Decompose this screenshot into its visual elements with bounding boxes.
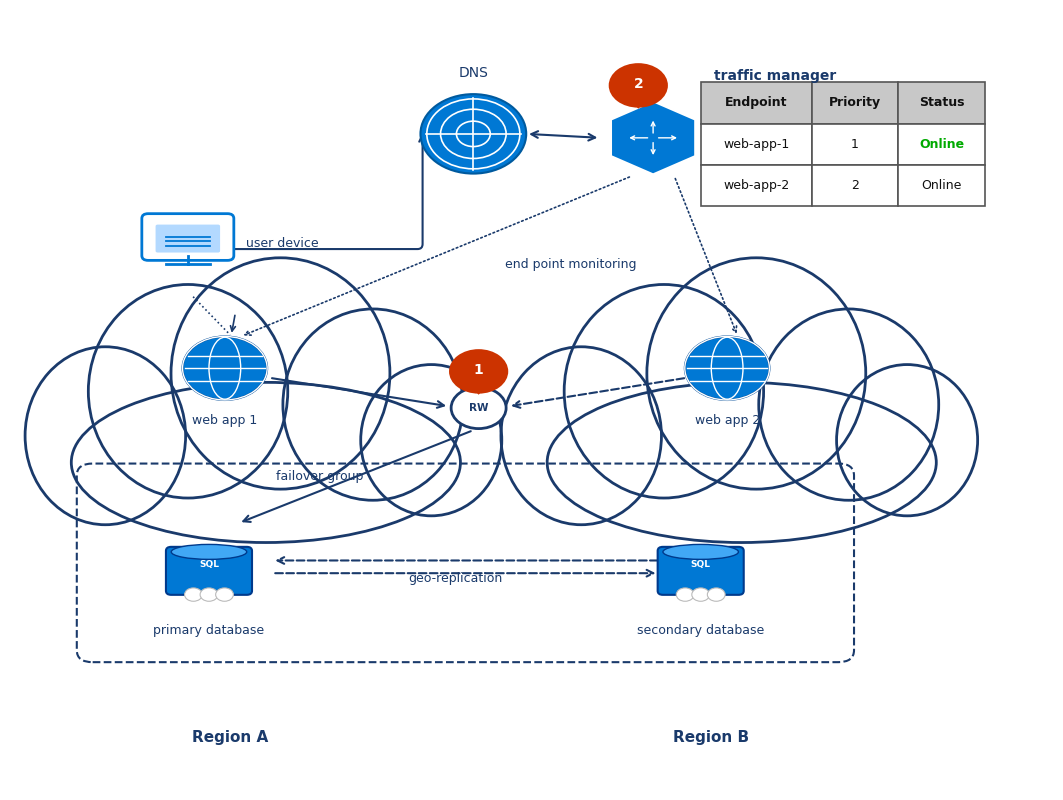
Text: Online: Online bbox=[919, 138, 964, 150]
FancyBboxPatch shape bbox=[812, 165, 898, 206]
Ellipse shape bbox=[655, 266, 858, 481]
Ellipse shape bbox=[564, 285, 763, 498]
Text: web-app-2: web-app-2 bbox=[723, 179, 790, 192]
FancyBboxPatch shape bbox=[141, 214, 234, 260]
Circle shape bbox=[707, 588, 725, 602]
Ellipse shape bbox=[84, 394, 449, 531]
Ellipse shape bbox=[31, 354, 180, 518]
Text: traffic manager: traffic manager bbox=[714, 69, 837, 83]
FancyBboxPatch shape bbox=[898, 82, 985, 123]
Circle shape bbox=[609, 63, 668, 108]
Circle shape bbox=[676, 588, 694, 602]
Ellipse shape bbox=[663, 545, 739, 559]
Text: SQL: SQL bbox=[691, 560, 711, 569]
Text: failover group: failover group bbox=[276, 470, 364, 483]
Ellipse shape bbox=[289, 316, 456, 493]
Circle shape bbox=[449, 349, 508, 394]
FancyBboxPatch shape bbox=[155, 225, 220, 253]
Ellipse shape bbox=[180, 266, 382, 481]
Text: Priority: Priority bbox=[829, 96, 881, 110]
Circle shape bbox=[216, 588, 234, 602]
Ellipse shape bbox=[507, 354, 656, 518]
FancyBboxPatch shape bbox=[166, 547, 252, 595]
Ellipse shape bbox=[171, 258, 390, 489]
Circle shape bbox=[685, 337, 770, 400]
Text: Online: Online bbox=[922, 179, 962, 192]
Circle shape bbox=[183, 337, 267, 400]
Circle shape bbox=[451, 387, 506, 429]
Ellipse shape bbox=[360, 365, 502, 516]
Ellipse shape bbox=[559, 394, 924, 531]
Text: web-app-1: web-app-1 bbox=[723, 138, 790, 150]
Circle shape bbox=[692, 588, 710, 602]
Ellipse shape bbox=[572, 293, 756, 490]
Text: SQL: SQL bbox=[199, 560, 219, 569]
FancyBboxPatch shape bbox=[701, 123, 812, 165]
FancyBboxPatch shape bbox=[701, 165, 812, 206]
FancyBboxPatch shape bbox=[812, 82, 898, 123]
Polygon shape bbox=[457, 371, 500, 394]
Ellipse shape bbox=[547, 382, 937, 542]
Circle shape bbox=[421, 94, 526, 174]
Polygon shape bbox=[611, 102, 695, 174]
Text: primary database: primary database bbox=[153, 624, 265, 637]
Text: Region A: Region A bbox=[192, 730, 268, 745]
Text: web app 2: web app 2 bbox=[694, 414, 760, 427]
Ellipse shape bbox=[647, 258, 865, 489]
Text: Endpoint: Endpoint bbox=[725, 96, 788, 110]
FancyBboxPatch shape bbox=[658, 547, 744, 595]
Text: end point monitoring: end point monitoring bbox=[505, 258, 637, 271]
Ellipse shape bbox=[501, 346, 661, 525]
Text: Region B: Region B bbox=[673, 730, 749, 745]
Text: 1: 1 bbox=[474, 363, 484, 378]
Ellipse shape bbox=[88, 285, 288, 498]
Ellipse shape bbox=[759, 309, 939, 500]
Text: RW: RW bbox=[469, 403, 488, 413]
Ellipse shape bbox=[765, 316, 932, 493]
Ellipse shape bbox=[366, 370, 496, 510]
FancyBboxPatch shape bbox=[701, 82, 812, 123]
Ellipse shape bbox=[837, 365, 978, 516]
Ellipse shape bbox=[26, 346, 186, 525]
Ellipse shape bbox=[842, 370, 973, 510]
Circle shape bbox=[185, 588, 202, 602]
FancyBboxPatch shape bbox=[898, 123, 985, 165]
Circle shape bbox=[200, 588, 218, 602]
Text: web app 1: web app 1 bbox=[192, 414, 257, 427]
Text: 1: 1 bbox=[851, 138, 859, 150]
Text: Status: Status bbox=[919, 96, 964, 110]
FancyBboxPatch shape bbox=[812, 123, 898, 165]
Ellipse shape bbox=[96, 293, 281, 490]
Text: 2: 2 bbox=[634, 78, 643, 91]
Ellipse shape bbox=[283, 309, 462, 500]
Ellipse shape bbox=[171, 545, 247, 559]
Text: 2: 2 bbox=[851, 179, 859, 192]
Text: geo-replication: geo-replication bbox=[408, 572, 503, 586]
Text: user device: user device bbox=[246, 237, 319, 250]
Text: DNS: DNS bbox=[458, 66, 488, 80]
Ellipse shape bbox=[71, 382, 460, 542]
Polygon shape bbox=[617, 86, 660, 109]
Text: secondary database: secondary database bbox=[637, 624, 764, 637]
FancyBboxPatch shape bbox=[898, 165, 985, 206]
